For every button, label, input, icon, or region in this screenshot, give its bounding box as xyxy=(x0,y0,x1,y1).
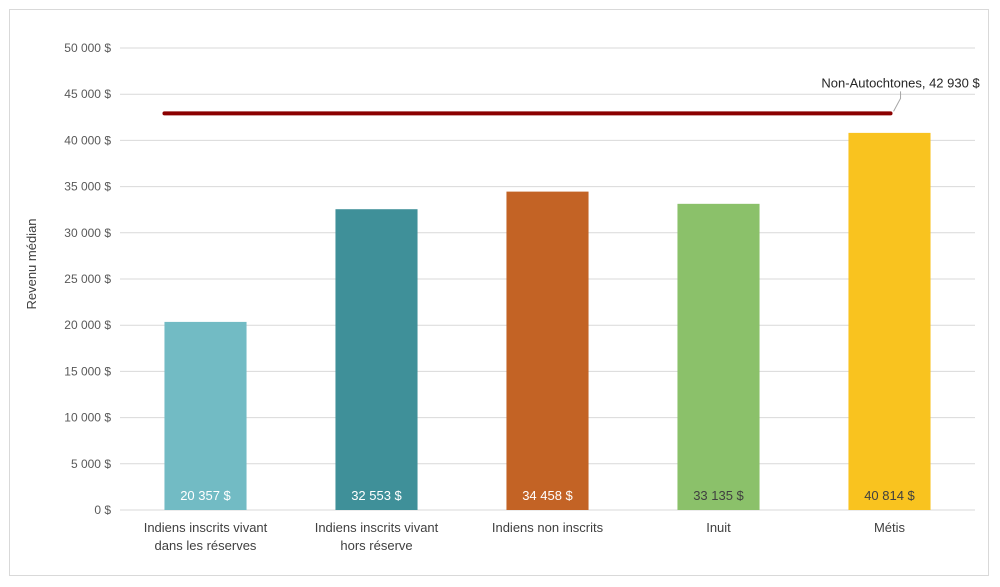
y-axis-ticks: 0 $ 5 000 $ 10 000 $ 15 000 $ 20 000 $ 25 000… xyxy=(64,41,111,517)
data-label: 40 814 $ xyxy=(864,488,915,503)
data-label: 32 553 $ xyxy=(351,488,402,503)
y-tick-label: 10 000 $ xyxy=(64,411,111,425)
bar xyxy=(506,191,589,510)
category-label: Inuit xyxy=(706,520,731,535)
category-label: Indiens inscrits vivant xyxy=(315,520,439,535)
data-labels: 20 357 $ 32 553 $ 34 458 $ 33 135 $ 40 814 $ xyxy=(180,488,915,503)
y-tick-label: 5 000 $ xyxy=(71,457,111,471)
y-tick-label: 15 000 $ xyxy=(64,364,111,378)
data-label: 20 357 $ xyxy=(180,488,231,503)
data-label: 34 458 $ xyxy=(522,488,573,503)
category-labels: Indiens inscrits vivant dans les réserves… xyxy=(144,520,906,553)
bar xyxy=(677,203,760,511)
bar-chart: 0 $ 5 000 $ 10 000 $ 15 000 $ 20 000 $ 25 000… xyxy=(24,41,980,553)
category-label: Indiens inscrits vivant xyxy=(144,520,268,535)
reference-line-group: Non-Autochtones, 42 930 $ xyxy=(162,75,980,116)
bar xyxy=(848,132,931,510)
bars xyxy=(164,132,931,511)
data-label: 33 135 $ xyxy=(693,488,744,503)
y-tick-label: 20 000 $ xyxy=(64,318,111,332)
y-tick-label: 45 000 $ xyxy=(64,87,111,101)
y-tick-label: 0 $ xyxy=(94,503,111,517)
category-label: Indiens non inscrits xyxy=(492,520,604,535)
reference-line-label: Non-Autochtones, 42 930 $ xyxy=(821,75,980,90)
category-label: Métis xyxy=(874,520,906,535)
category-label: dans les réserves xyxy=(155,538,257,553)
y-axis-label: Revenu médian xyxy=(24,218,39,309)
y-tick-label: 30 000 $ xyxy=(64,226,111,240)
y-tick-label: 40 000 $ xyxy=(64,133,111,147)
y-tick-label: 25 000 $ xyxy=(64,272,111,286)
y-tick-label: 50 000 $ xyxy=(64,41,111,55)
y-tick-label: 35 000 $ xyxy=(64,180,111,194)
reference-leader-line xyxy=(893,91,902,112)
category-label: hors réserve xyxy=(340,538,412,553)
chart-frame: 0 $ 5 000 $ 10 000 $ 15 000 $ 20 000 $ 25 000… xyxy=(9,9,989,576)
bar xyxy=(164,321,247,510)
bar xyxy=(335,209,418,511)
